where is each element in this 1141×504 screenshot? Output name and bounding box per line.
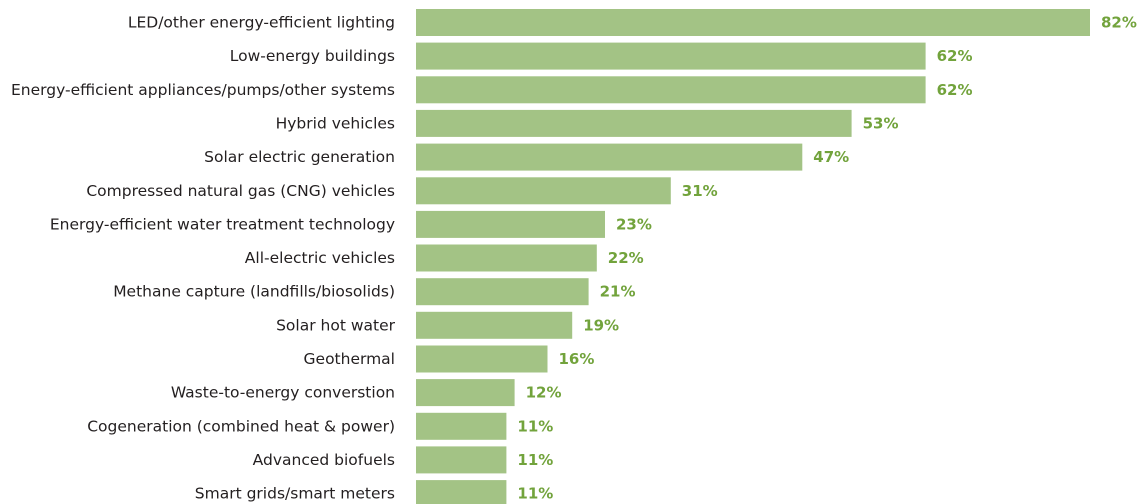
bar [416,379,515,407]
category-label: Energy-efficient appliances/pumps/other … [11,81,395,99]
category-label: Solar hot water [276,316,396,334]
category-label: Cogeneration (combined heat & power) [87,417,395,435]
value-label: 47% [813,148,849,166]
category-label: Energy-efficient water treatment technol… [50,215,395,233]
bars-group [416,9,1090,504]
category-label: LED/other energy-efficient lighting [128,14,395,32]
value-label: 11% [517,485,553,503]
category-label: Solar electric generation [204,148,395,166]
category-label: Compressed natural gas (CNG) vehicles [86,182,395,200]
category-label: Methane capture (landfills/biosolids) [113,283,395,301]
value-label: 12% [526,384,562,402]
value-label: 21% [600,283,636,301]
value-label: 16% [559,350,595,368]
category-label: Waste-to-energy converstion [171,384,395,402]
value-label: 23% [616,215,652,233]
bar [416,244,597,272]
bar [416,42,926,70]
value-label: 53% [863,114,899,132]
value-label: 11% [517,451,553,469]
bar [416,9,1090,36]
category-labels-group: LED/other energy-efficient lighting Low-e… [11,14,396,503]
bar [416,412,507,440]
value-label: 62% [937,47,973,65]
value-label: 62% [937,81,973,99]
value-label: 31% [682,182,718,200]
bar [416,109,852,137]
bar [416,143,803,171]
category-label: Geothermal [304,350,395,368]
bar [416,210,605,238]
bar [416,278,589,306]
category-label: All-electric vehicles [245,249,395,267]
bar [416,177,671,205]
category-label: Smart grids/smart meters [195,485,395,503]
bar [416,446,507,474]
value-label: 19% [583,316,619,334]
category-label: Advanced biofuels [253,451,395,469]
category-label: Hybrid vehicles [276,114,395,132]
bar [416,76,926,104]
value-labels-group: 82% 62% 62% 53% 47% 31% 23% 22% 21% 19% 16% 12% 11% 1… [517,14,1137,503]
value-label: 22% [608,249,644,267]
bar [416,480,507,504]
category-label: Low-energy buildings [230,47,395,65]
bar [416,311,573,339]
value-label: 11% [517,417,553,435]
bar [416,345,548,373]
value-label: 82% [1101,14,1137,32]
